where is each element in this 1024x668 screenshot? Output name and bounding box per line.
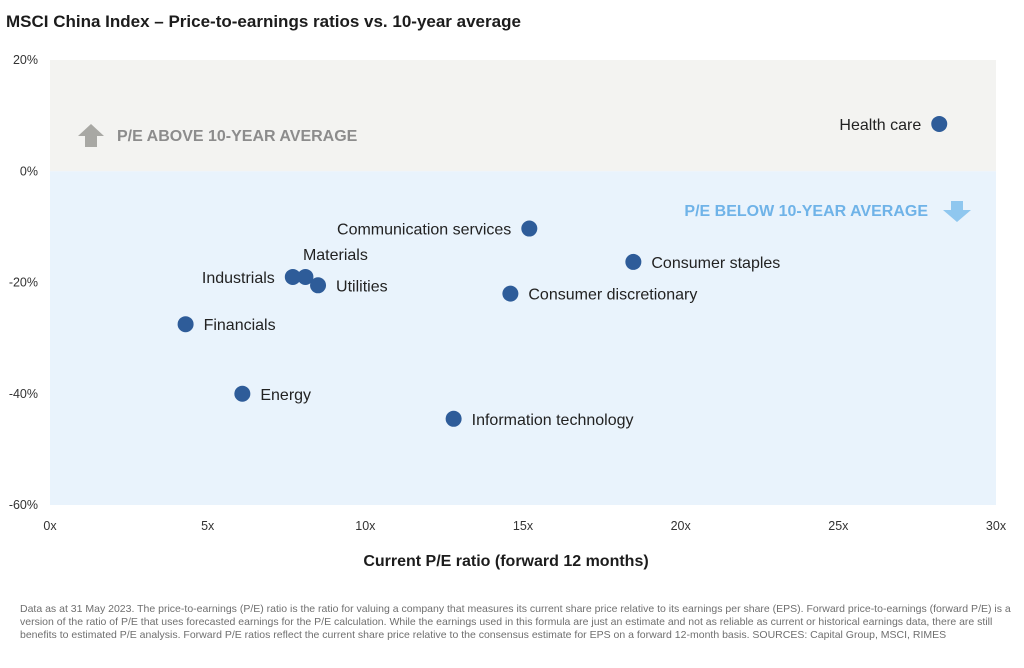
data-label: Information technology xyxy=(472,412,634,429)
data-label: Health care xyxy=(839,117,921,134)
x-tick-label: 10x xyxy=(355,519,376,533)
data-label: Energy xyxy=(260,387,311,404)
data-label: Utilities xyxy=(336,278,388,295)
data-label: Consumer discretionary xyxy=(528,287,697,304)
footnote: Data as at 31 May 2023. The price-to-ear… xyxy=(20,603,1011,641)
data-point xyxy=(234,385,251,402)
x-axis-label: Current P/E ratio (forward 12 months) xyxy=(363,553,648,570)
data-point xyxy=(310,277,327,294)
y-tick-label: -20% xyxy=(9,276,38,290)
x-tick-label: 0x xyxy=(43,519,57,533)
data-point xyxy=(297,268,314,285)
data-label: Industrials xyxy=(202,270,275,287)
x-tick-label: 15x xyxy=(513,519,534,533)
y-tick-label: 0% xyxy=(20,164,38,178)
data-point xyxy=(625,253,642,270)
arrow-down-icon xyxy=(943,201,971,222)
data-label: Consumer staples xyxy=(651,255,780,272)
arrow-up-icon xyxy=(78,124,104,147)
data-label: Financials xyxy=(204,317,276,334)
x-tick-label: 30x xyxy=(986,519,1007,533)
y-tick-label: -40% xyxy=(9,387,38,401)
data-point xyxy=(521,220,538,237)
data-label: Communication services xyxy=(337,222,511,239)
above-average-zone xyxy=(50,60,996,172)
below-average-zone xyxy=(50,171,996,505)
scatter-chart: 20% 0% -20% -40% -60% 0x 5x 10x 15x 20x 25x 30x P/E… xyxy=(9,53,1007,570)
x-tick-label: 5x xyxy=(201,519,215,533)
y-tick-label: 20% xyxy=(13,53,38,67)
y-tick-label: -60% xyxy=(9,498,38,512)
data-label: Materials xyxy=(303,247,368,264)
x-tick-label: 25x xyxy=(828,519,849,533)
data-point xyxy=(445,410,462,427)
below-average-annotation: P/E BELOW 10-YEAR AVERAGE xyxy=(684,203,928,220)
data-point xyxy=(502,285,519,302)
x-tick-label: 20x xyxy=(671,519,692,533)
chart-title: MSCI China Index – Price-to-earnings rat… xyxy=(6,12,521,31)
data-point xyxy=(284,268,301,285)
data-point xyxy=(177,316,194,333)
data-point xyxy=(931,115,948,132)
above-average-annotation: P/E ABOVE 10-YEAR AVERAGE xyxy=(117,128,358,145)
